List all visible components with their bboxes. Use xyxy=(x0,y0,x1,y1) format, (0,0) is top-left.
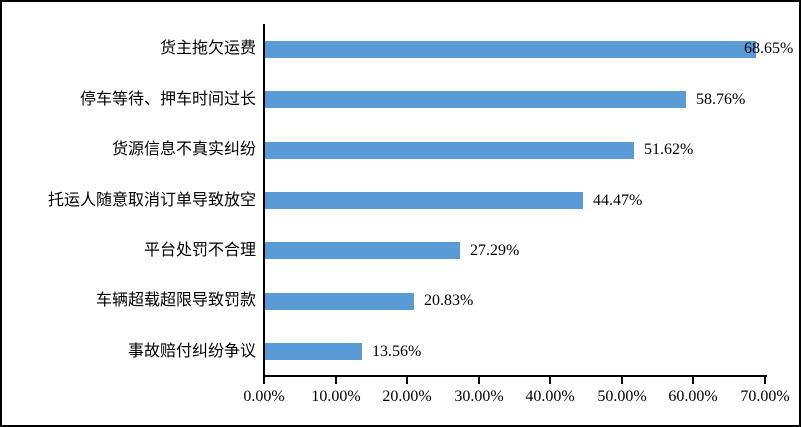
value-label: 68.65% xyxy=(744,40,794,57)
x-axis-tick-mark xyxy=(549,377,551,384)
bar xyxy=(265,242,460,259)
value-label: 27.29% xyxy=(470,242,520,259)
category-label: 货主拖欠运费 xyxy=(159,40,256,57)
category-label: 货源信息不真实纠纷 xyxy=(111,141,256,158)
x-axis-line xyxy=(263,375,767,377)
bar xyxy=(265,343,362,360)
x-axis-tick-label: 30.00% xyxy=(454,388,504,405)
x-axis-tick-mark xyxy=(335,377,337,384)
value-label: 13.56% xyxy=(372,343,422,360)
x-axis-tick-mark xyxy=(263,377,265,384)
value-label: 58.76% xyxy=(696,91,746,108)
y-axis-line xyxy=(263,24,265,377)
x-axis-tick-mark xyxy=(764,377,766,384)
bar xyxy=(265,91,686,108)
category-label: 停车等待、押车时间过长 xyxy=(79,91,256,108)
bar xyxy=(265,41,756,58)
category-label: 车辆超载超限导致罚款 xyxy=(95,292,256,309)
x-axis-tick-label: 60.00% xyxy=(668,388,718,405)
x-axis-tick-label: 40.00% xyxy=(525,388,575,405)
x-axis-tick-label: 50.00% xyxy=(597,388,647,405)
bar xyxy=(265,142,634,159)
category-label: 托运人随意取消订单导致放空 xyxy=(47,192,256,209)
x-axis-tick-mark xyxy=(621,377,623,384)
x-axis-tick-label: 20.00% xyxy=(382,388,432,405)
x-axis-tick-mark xyxy=(692,377,694,384)
x-axis-tick-mark xyxy=(478,377,480,384)
bar xyxy=(265,192,583,209)
value-label: 20.83% xyxy=(424,292,474,309)
x-axis-tick-label: 10.00% xyxy=(311,388,361,405)
category-label: 事故赔付纠纷争议 xyxy=(127,343,256,360)
x-axis-tick-label: 0.00% xyxy=(243,388,285,405)
category-label: 平台处罚不合理 xyxy=(143,242,256,259)
x-axis-tick-mark xyxy=(406,377,408,384)
value-label: 44.47% xyxy=(593,192,643,209)
value-label: 51.62% xyxy=(644,141,694,158)
x-axis-tick-label: 70.00% xyxy=(740,388,790,405)
bar xyxy=(265,293,414,310)
